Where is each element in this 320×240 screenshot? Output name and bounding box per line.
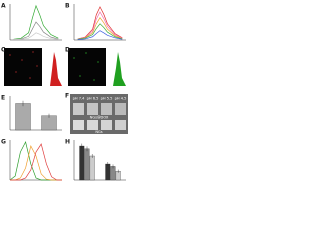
bar [84, 148, 90, 181]
bar [89, 155, 95, 181]
bar [41, 115, 57, 131]
vial-label: pH 7.4 [73, 97, 86, 101]
vial-label: pH 4.5 [115, 97, 127, 101]
line-series [77, 23, 123, 40]
intensity-histogram [110, 52, 128, 86]
image-dots [73, 52, 99, 81]
line-series [77, 17, 123, 40]
line-series [77, 6, 123, 40]
microscopy-image [4, 48, 42, 86]
group-label: NGs@DOX [90, 116, 109, 120]
vial-label: pH 6.5 [87, 97, 99, 101]
intensity-histogram [46, 52, 64, 86]
microscopy-image [68, 48, 106, 86]
line-series [10, 143, 62, 181]
panel-letter: B [65, 3, 70, 10]
group-label: NGs [95, 130, 102, 134]
line-series [13, 4, 59, 40]
panel-letter: F [65, 93, 69, 100]
line-series [13, 21, 59, 40]
bar [15, 103, 31, 131]
line-series [10, 145, 62, 181]
panel-letter: E [1, 95, 5, 102]
panel-letter: D [65, 47, 70, 54]
panel-letter: H [65, 139, 70, 146]
vial-label: pH 5.5 [101, 97, 113, 101]
line-series [77, 30, 123, 40]
bar [110, 166, 116, 181]
bar [79, 145, 85, 181]
image-dots [9, 51, 38, 79]
figure: C D F pH 7.4 pH 6.5 pH 5.5 pH 4.5 NGs@DOX NGs… [1, 3, 128, 181]
panel-letter: A [1, 3, 6, 10]
bar [105, 163, 111, 181]
line-series [77, 11, 123, 40]
line-series [9, 141, 62, 181]
panel-letter: C [1, 47, 6, 54]
vials [73, 103, 126, 130]
panel-letter: G [1, 139, 6, 146]
line-series [13, 32, 59, 40]
